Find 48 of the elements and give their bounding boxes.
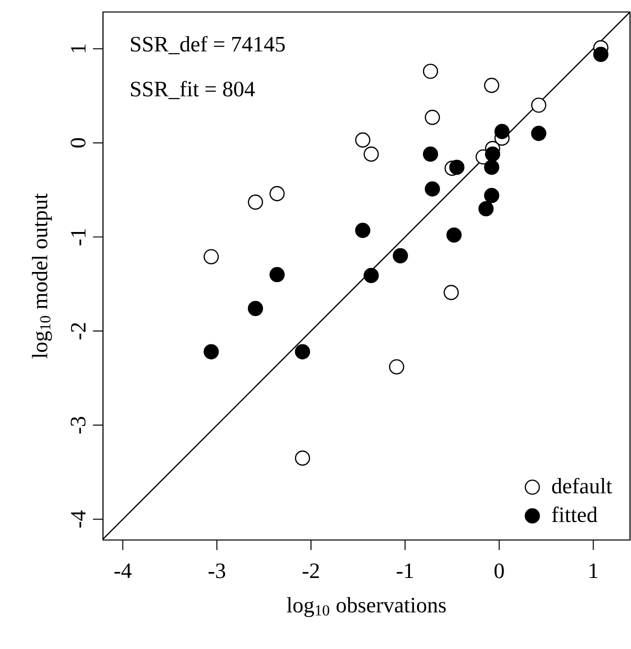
x-tick-label: 1 bbox=[590, 564, 598, 578]
annotation: SSR_def = 74145 bbox=[131, 36, 285, 54]
point bbox=[364, 268, 379, 284]
y-tick-label: 0 bbox=[70, 138, 86, 148]
point bbox=[270, 186, 285, 202]
point bbox=[444, 284, 459, 300]
point bbox=[248, 194, 264, 210]
point bbox=[204, 249, 219, 264]
point bbox=[248, 300, 264, 316]
point bbox=[389, 359, 404, 374]
point bbox=[204, 344, 219, 360]
point bbox=[364, 146, 379, 162]
x-tick-label: 0 bbox=[494, 564, 504, 578]
point bbox=[422, 146, 438, 162]
point bbox=[478, 201, 494, 216]
legend-label: fitted bbox=[552, 506, 598, 522]
point bbox=[294, 344, 310, 360]
point bbox=[593, 46, 608, 62]
point bbox=[392, 248, 408, 264]
x-tick-label: -4 bbox=[114, 564, 132, 578]
point bbox=[355, 132, 370, 148]
y-tick-label: 1 bbox=[71, 44, 86, 52]
point bbox=[424, 110, 440, 126]
point bbox=[449, 160, 464, 175]
point bbox=[485, 146, 500, 162]
point bbox=[531, 98, 546, 113]
point bbox=[531, 126, 546, 142]
point bbox=[424, 181, 440, 197]
x-axis-title: log$_{10}$ observations bbox=[286, 597, 446, 618]
y-axis-title: log$_{10}$ model output bbox=[32, 193, 52, 358]
y-tick-label: -4 bbox=[71, 510, 86, 528]
point bbox=[270, 266, 285, 282]
point bbox=[355, 222, 370, 238]
x-tick-label: -3 bbox=[208, 564, 226, 578]
point bbox=[484, 160, 500, 175]
point bbox=[294, 450, 310, 466]
point bbox=[484, 188, 500, 204]
y-tick-label: -1 bbox=[71, 229, 86, 246]
point bbox=[484, 78, 500, 94]
point bbox=[422, 64, 438, 79]
y-tick-label: -2 bbox=[70, 323, 86, 340]
x-tick-label: -2 bbox=[302, 564, 319, 578]
point bbox=[494, 124, 510, 140]
y-tick-label: -3 bbox=[70, 416, 86, 434]
legend-label: default bbox=[552, 478, 612, 494]
point bbox=[446, 227, 462, 243]
annotation: SSR_fit = 804 bbox=[131, 80, 255, 100]
x-tick-label: -1 bbox=[396, 564, 413, 578]
